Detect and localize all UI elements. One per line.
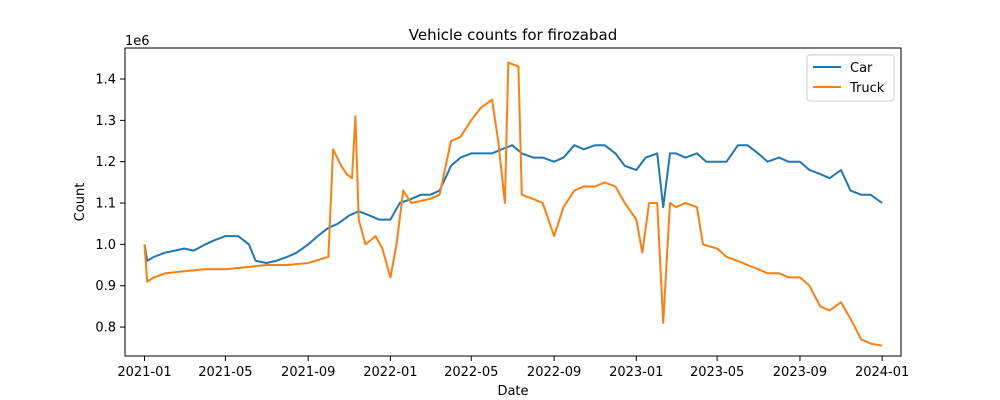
x-tick-label: 2021-01 xyxy=(117,365,171,380)
y-axis: 0.8 0.9 1.0 1.1 1.2 1.3 1.4 xyxy=(95,73,125,336)
x-tick-label: 2021-05 xyxy=(198,365,252,380)
y-tick-label: 0.9 xyxy=(95,279,116,294)
legend-label-car: Car xyxy=(850,61,873,76)
series-line-car xyxy=(143,144,883,264)
legend: Car Truck xyxy=(806,54,895,102)
y-tick-label: 1.0 xyxy=(95,238,116,253)
x-tick-label: 2023-01 xyxy=(609,365,663,380)
plot-lines xyxy=(143,61,883,347)
x-tick-label: 2022-05 xyxy=(444,365,498,380)
x-tick-label: 2023-05 xyxy=(690,365,744,380)
x-tick-label: 2023-09 xyxy=(773,365,827,380)
legend-label-truck: Truck xyxy=(849,81,885,96)
y-axis-label: Count xyxy=(73,183,88,222)
x-tick-label: 2022-09 xyxy=(527,365,581,380)
y-tick-label: 1.1 xyxy=(95,197,116,212)
series-line-truck xyxy=(143,61,883,347)
x-tick-label: 2024-01 xyxy=(855,365,909,380)
plot-frame xyxy=(124,47,902,357)
x-tick-label: 2021-09 xyxy=(281,365,335,380)
y-tick-label: 1.4 xyxy=(95,73,116,88)
x-axis: 2021-01 2021-05 2021-09 2022-01 2022-05 2022-… xyxy=(117,356,909,380)
y-offset-label: 1e6 xyxy=(125,34,150,49)
chart-title: Vehicle counts for firozabad xyxy=(409,26,617,44)
x-tick-label: 2022-01 xyxy=(363,365,417,380)
y-tick-label: 1.2 xyxy=(95,155,116,170)
x-axis-label: Date xyxy=(497,384,528,399)
y-tick-label: 0.8 xyxy=(95,321,116,336)
y-tick-label: 1.3 xyxy=(95,114,116,129)
